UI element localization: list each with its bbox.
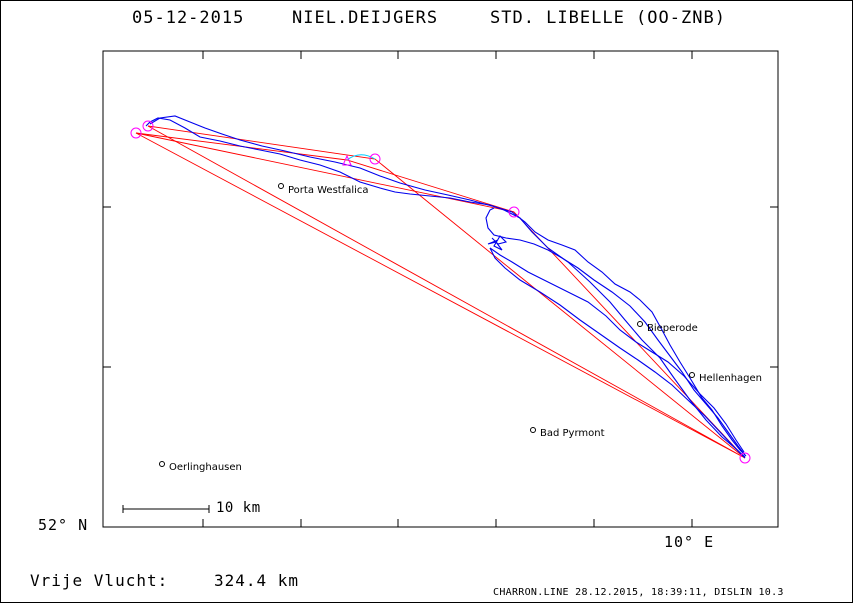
- course-leg-long: [135, 125, 746, 459]
- longitude-label: 10° E: [664, 533, 715, 551]
- turnpoint-marker: [508, 206, 520, 218]
- place-markers: [159, 183, 695, 467]
- place-label: Porta Westfalica: [288, 185, 369, 196]
- credits: CHARRON.LINE 28.12.2015, 18:39:11, DISLI…: [493, 587, 784, 598]
- course-leg-upper: [135, 132, 515, 213]
- scale-bar-label: 10 km: [216, 500, 261, 516]
- place-label: Bad Pyrmont: [540, 428, 605, 439]
- place-dot-icon: [530, 427, 536, 433]
- flight-date: 05-12-2015: [132, 8, 245, 28]
- turnpoint-marker: [739, 452, 751, 464]
- finish-triangle-icon: [342, 154, 352, 166]
- turnpoint-marker: [369, 153, 381, 165]
- scale-bar: [122, 505, 210, 513]
- final-glide: [346, 154, 376, 161]
- place-dot-icon: [637, 321, 643, 327]
- place-label: Bieperode: [647, 323, 698, 334]
- latitude-label: 52° N: [38, 516, 89, 534]
- turnpoint-marker: [142, 120, 154, 132]
- place-label: Oerlinghausen: [169, 462, 242, 473]
- plot-frame: [102, 50, 779, 528]
- place-dot-icon: [689, 372, 695, 378]
- course-leg-north: [147, 125, 746, 459]
- place-dot-icon: [159, 461, 165, 467]
- place-dot-icon: [278, 183, 284, 189]
- distance-label: Vrije Vlucht:: [30, 571, 169, 590]
- turnpoint-start-marker: [130, 127, 142, 139]
- flight-track: [145, 115, 747, 459]
- pilot-name: NIEL.DEIJGERS: [292, 8, 439, 28]
- place-label: Hellenhagen: [699, 373, 763, 384]
- glider-name: STD. LIBELLE (OO-ZNB): [490, 8, 726, 28]
- course-lines: [135, 125, 746, 459]
- axis-ticks: [103, 51, 778, 527]
- distance-value: 324.4 km: [214, 571, 300, 590]
- turnpoints: [130, 120, 751, 464]
